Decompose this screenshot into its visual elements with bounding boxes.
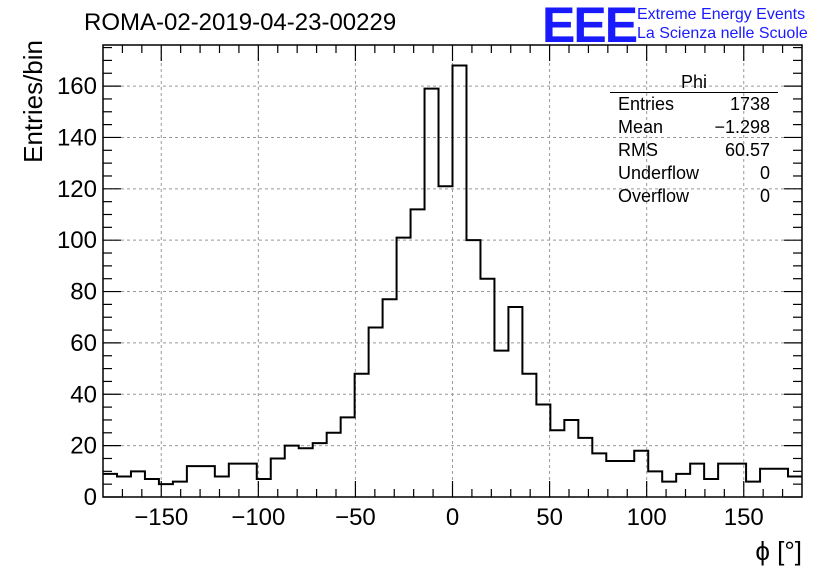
axis-ticks: [103, 45, 802, 498]
stats-value: 0: [759, 163, 770, 183]
stats-value: 0: [759, 186, 770, 206]
x-axis-label: ϕ [°]: [755, 536, 802, 566]
y-tick-label: 60: [70, 330, 97, 357]
stats-label: Overflow: [618, 186, 690, 206]
x-tick-label: −100: [231, 504, 285, 531]
stats-label: Underflow: [618, 163, 700, 183]
stats-label: Entries: [618, 94, 675, 114]
y-tick-label: 120: [57, 176, 97, 203]
x-tick-label: 50: [536, 504, 563, 531]
stats-label: Mean: [618, 117, 664, 137]
y-tick-label: 100: [57, 227, 97, 254]
stats-box-title: Phi: [610, 72, 778, 93]
tick-labels: −150 −100 −50 0 50 100 150 0 20 40 60 80 100 120 140 16…: [57, 73, 764, 531]
x-tick-label: 0: [446, 504, 459, 531]
page-title: ROMA-02-2019-04-23-00229: [84, 9, 397, 36]
y-tick-label: 140: [57, 124, 97, 151]
x-tick-label: 100: [627, 504, 667, 531]
y-axis-label: Entries/bin: [18, 40, 48, 163]
x-tick-label: 150: [724, 504, 764, 531]
logo-line-2: La Scienza nelle Scuole: [637, 25, 808, 42]
y-tick-label: 20: [70, 433, 97, 460]
y-tick-label: 0: [84, 484, 97, 511]
stats-label: RMS: [618, 140, 658, 160]
logo-line-1: Extreme Energy Events: [637, 6, 806, 23]
stats-value: 1738: [729, 94, 770, 114]
histogram-step-line: [103, 64, 802, 486]
stats-row-underflow: Underflow 0: [610, 162, 778, 185]
y-tick-label: 160: [57, 73, 97, 100]
stats-value: −1.298: [714, 117, 770, 137]
stats-row-rms: RMS 60.57: [610, 139, 778, 162]
eee-logo: EEE: [542, 0, 638, 53]
x-tick-label: −50: [335, 504, 376, 531]
stats-row-mean: Mean −1.298: [610, 116, 778, 139]
y-tick-label: 80: [70, 279, 97, 306]
y-tick-label: 40: [70, 381, 97, 408]
stats-row-overflow: Overflow 0: [610, 185, 778, 208]
stats-row-entries: Entries 1738: [610, 93, 778, 116]
stats-box: Phi Entries 1738 Mean −1.298 RMS 60.57 U…: [610, 72, 778, 208]
x-tick-label: −150: [134, 504, 188, 531]
grid-lines: [103, 45, 802, 497]
stats-value: 60.57: [724, 140, 770, 160]
